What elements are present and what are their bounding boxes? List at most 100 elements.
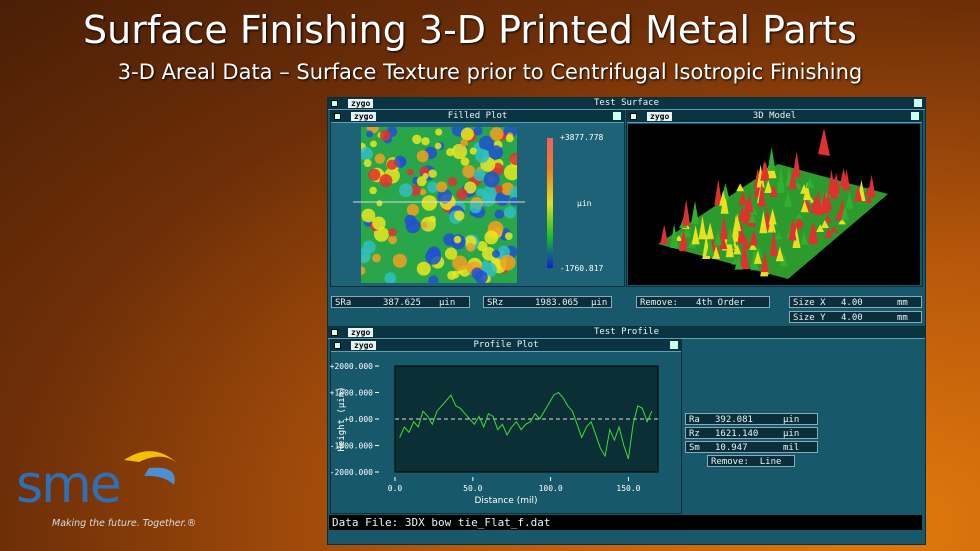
surface-blob: [509, 152, 517, 166]
surface-peak: [854, 184, 863, 202]
surface-peak: [736, 183, 745, 192]
stat-field: 1621.140: [715, 429, 759, 439]
brand: zygo: [351, 112, 377, 121]
stat-box: SRa 387.625 µin: [331, 296, 470, 308]
surface-blob: [471, 267, 483, 280]
surface-peak: [674, 235, 683, 241]
surface-peak: [753, 250, 762, 264]
x-tick-label: 50.0: [463, 484, 482, 493]
surface-peak: [750, 246, 759, 271]
stat-field: 10.947: [715, 443, 748, 453]
surface-blob: [478, 135, 495, 151]
surface-peak: [682, 199, 691, 226]
surface-blob: [372, 216, 386, 230]
surface-peak: [820, 219, 829, 228]
surface-blob: [473, 127, 483, 136]
surface-blob: [453, 235, 462, 244]
surface-peak: [745, 193, 754, 213]
surface-peak: [756, 164, 765, 188]
surface-blob: [368, 168, 381, 181]
profile-line: [399, 391, 653, 459]
title-bar: zygo Filled Plot: [331, 111, 624, 123]
stat-field: µin: [783, 415, 800, 425]
surface-blob: [469, 147, 477, 155]
slide-title: Surface Finishing 3-D Printed Metal Part…: [83, 8, 857, 52]
surface-peak: [800, 200, 809, 213]
surface-blob: [416, 150, 429, 163]
surface-peak: [749, 228, 758, 244]
surface-peak: [740, 238, 749, 266]
stat-field: 4th Order: [696, 298, 745, 308]
surface-peak: [679, 229, 688, 247]
surface-blob: [473, 168, 486, 182]
surface-peak: [845, 191, 854, 209]
profile-chart: Height (µin) Distance (mil) -2000.000 -10…: [330, 362, 659, 506]
surface-peak: [726, 226, 735, 245]
stat-field: 4.00: [841, 313, 863, 323]
surface-peak: [792, 151, 801, 178]
surface-blob: [454, 210, 465, 221]
x-tick-label: 150.0: [616, 484, 640, 493]
stat-field: Sm: [689, 443, 700, 453]
surface-peak: [813, 193, 822, 208]
surface-peak: [714, 179, 723, 206]
surface-blob: [420, 221, 428, 229]
surface-peak: [838, 218, 847, 225]
sme-logo: sme Making the future. Together.®: [16, 451, 196, 529]
surface-blob: [366, 130, 374, 138]
surface-blob: [447, 270, 457, 280]
surface-blob: [503, 164, 517, 181]
window-title: Test Surface: [593, 98, 660, 108]
surface-peak: [719, 190, 728, 206]
surface-peak: [748, 213, 757, 223]
slide-subtitle: 3-D Areal Data – Surface Texture prior t…: [117, 60, 863, 84]
surface-peak: [774, 232, 783, 240]
surface-peak: [775, 246, 784, 262]
surface-blob: [464, 181, 477, 194]
surface-peak: [792, 226, 801, 249]
surface-peak: [834, 210, 843, 221]
surface-peak: [788, 168, 797, 189]
surface-peak: [830, 226, 839, 233]
surface-blob: [483, 171, 500, 188]
surface-peak: [748, 242, 757, 250]
surface-blob: [373, 226, 389, 242]
surface-blob: [494, 184, 503, 194]
surface-blob: [421, 195, 438, 211]
surface-peak: [820, 190, 829, 214]
surface-peak: [719, 215, 728, 240]
x-axis-label: Distance (mil): [474, 496, 537, 506]
filled-plot: +3877.778 µin -1760.817: [353, 127, 604, 283]
remove-setting: Remove: Line: [707, 455, 795, 467]
data-file: Data File: 3DX bow tie_Flat_f.dat: [329, 515, 922, 530]
title-bar: zygo Test Profile: [328, 327, 925, 339]
surface-peak: [764, 179, 773, 193]
surface-blob: [376, 200, 383, 207]
stat-box: Sm 10.947 mil: [685, 441, 818, 453]
scale-unit: µin: [577, 199, 592, 208]
stat-field: Size X: [793, 298, 826, 308]
surface-peak: [818, 128, 830, 156]
stat-field: Rz: [689, 429, 700, 439]
surface-blob: [361, 208, 376, 223]
stat-field: µin: [783, 429, 800, 439]
surface-peak: [738, 190, 747, 205]
surface-peak: [759, 210, 768, 234]
stat-field: SRa: [335, 298, 352, 308]
surface-blob: [392, 253, 407, 268]
y-tick-label: +0.000: [344, 415, 373, 424]
surface-blob: [444, 247, 458, 260]
stat-field: 387.625: [383, 298, 421, 308]
stat-field: SRz: [487, 298, 504, 308]
scale-max: +3877.778: [560, 133, 604, 142]
surface-blob: [456, 188, 468, 200]
surface-blob: [416, 261, 431, 276]
surface-peak: [840, 206, 849, 220]
tagline: Making the future. Together.®: [52, 518, 196, 529]
surface-blob: [379, 174, 393, 188]
surface-blob: [370, 140, 377, 148]
surface-peak: [760, 251, 769, 273]
surface-peak: [768, 208, 777, 225]
surface-peak: [725, 231, 734, 258]
